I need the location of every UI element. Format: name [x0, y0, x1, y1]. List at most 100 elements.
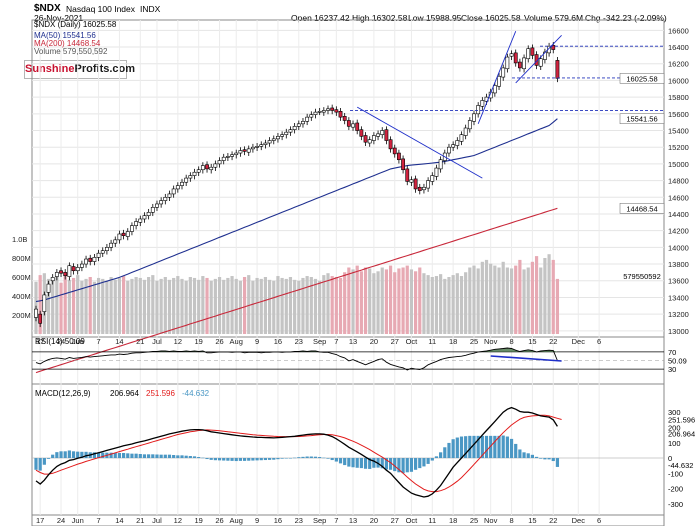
- volume-bar: [368, 268, 372, 334]
- macd-histogram-bar: [172, 455, 176, 459]
- macd-histogram-bar: [368, 458, 372, 469]
- candle-body: [159, 200, 164, 205]
- candle-body: [363, 135, 368, 143]
- candle-body: [54, 272, 59, 277]
- macd-histogram-bar: [255, 458, 259, 461]
- volume-bar: [384, 269, 388, 334]
- candle-body: [438, 159, 443, 170]
- volume-bar: [493, 265, 497, 334]
- volume-bar: [180, 278, 184, 334]
- candle-body: [451, 144, 456, 148]
- macd-histogram-bar: [351, 458, 355, 468]
- candle-body: [497, 75, 501, 87]
- candle-body: [351, 123, 355, 128]
- rsi-value-tag: 50.09: [668, 356, 687, 365]
- candle-body: [92, 257, 97, 262]
- volume-bar: [414, 271, 418, 334]
- candle-body: [271, 138, 276, 141]
- macd-tick-label: -200: [668, 485, 683, 494]
- volume-bar: [514, 265, 518, 334]
- macd-histogram-bar: [163, 454, 167, 459]
- volume-bar: [255, 277, 259, 334]
- volume-bar: [455, 273, 459, 334]
- candle-body: [163, 196, 168, 201]
- macd-histogram-bar: [464, 436, 468, 459]
- macd-histogram-bar: [147, 454, 151, 459]
- volume-bar: [217, 277, 222, 334]
- date-tick-label: 21: [136, 337, 144, 346]
- macd-signal-value-tag: 251.596: [668, 416, 695, 425]
- uptrend-line-2: [515, 35, 562, 84]
- macd-histogram-bar: [447, 442, 451, 459]
- candle-body: [109, 242, 113, 248]
- candle-body: [284, 131, 289, 135]
- macd-signal-line: [35, 414, 562, 493]
- date-tick-label-bottom: 17: [36, 516, 44, 525]
- volume-bar: [113, 279, 117, 334]
- macd-histogram-bar: [522, 452, 526, 459]
- date-tick-label-bottom: 13: [349, 516, 357, 525]
- volume-bar: [380, 267, 384, 334]
- date-tick-label-bottom: 7: [96, 516, 100, 525]
- volume-bar: [351, 269, 355, 334]
- volume-bar: [313, 278, 318, 334]
- macd-histogram-bar: [326, 458, 330, 459]
- macd-tick-label: -300: [668, 500, 683, 509]
- legend-main: $NDX (Daily) 16025.58: [34, 20, 117, 29]
- candle-body: [259, 144, 264, 147]
- candle-body: [117, 233, 122, 241]
- volume-bar: [51, 280, 55, 334]
- macd-histogram-bar: [501, 435, 505, 459]
- volume-bar: [372, 273, 376, 334]
- macd-tick-label: 300: [668, 408, 681, 417]
- macd-histogram-bar: [476, 435, 480, 459]
- candle-body: [401, 158, 405, 171]
- candle-body: [46, 283, 51, 293]
- volume-bar: [489, 263, 493, 334]
- rsi-tick-label: 70: [668, 348, 676, 357]
- volume-bar: [355, 265, 359, 334]
- candle-body: [313, 111, 318, 115]
- candle-body: [422, 186, 426, 191]
- date-tick-label: 19: [195, 337, 203, 346]
- macd-histogram-bar: [505, 436, 509, 459]
- date-axis-frame: [31, 514, 665, 526]
- volume-bar: [393, 272, 397, 334]
- candle-body: [121, 232, 126, 236]
- macd-histogram-bar: [113, 452, 117, 459]
- macd-histogram-bar: [514, 443, 518, 459]
- date-tick-label: 14: [115, 337, 123, 346]
- volume-bar: [84, 278, 88, 334]
- date-label: 26-Nov-2021: [34, 13, 84, 23]
- volume-bar: [497, 267, 501, 334]
- macd-histogram-bar: [201, 457, 205, 459]
- volume-bar: [263, 277, 268, 334]
- date-tick-label-bottom: 22: [549, 516, 557, 525]
- volume-bar: [359, 271, 363, 334]
- volume-bar: [388, 265, 393, 334]
- candle-body: [150, 206, 155, 213]
- volume-bar: [130, 278, 134, 334]
- candle-body: [280, 134, 285, 137]
- candle-body: [155, 203, 159, 208]
- macd-value-tag: 206.964: [668, 429, 695, 438]
- volume-bar: [418, 267, 422, 334]
- volume-bar: [530, 261, 534, 334]
- volume-bar: [451, 275, 455, 334]
- macd-histogram-bar: [259, 458, 263, 461]
- legend-ma200: MA(200) 14468.54: [34, 39, 101, 48]
- candle-body: [551, 45, 556, 50]
- macd-histogram-bar: [151, 454, 155, 459]
- macd-histogram-bar: [188, 456, 192, 459]
- candle-body: [213, 163, 218, 168]
- volume-bar: [293, 279, 297, 334]
- last-price-tag: 16025.58: [626, 74, 657, 83]
- macd-histogram-bar: [155, 454, 159, 459]
- macd-histogram-bar: [51, 454, 55, 459]
- macd-histogram-bar: [263, 458, 268, 461]
- candle-body: [205, 164, 209, 170]
- date-tick-label: 20: [370, 337, 378, 346]
- candle-body: [200, 165, 205, 171]
- candle-body: [426, 180, 431, 189]
